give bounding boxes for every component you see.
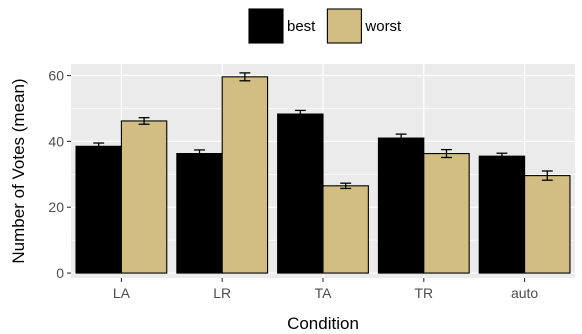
y-tick-label: 60 [48, 68, 64, 84]
y-tick-label: 20 [48, 199, 64, 215]
legend-key-best [248, 8, 284, 44]
x-axis-title: Condition [287, 314, 359, 333]
x-tick-label: auto [511, 285, 538, 301]
legend-label-worst: worst [364, 18, 402, 35]
bar-worst [524, 175, 571, 274]
bar-worst [120, 120, 168, 274]
y-axis: 0 20 40 60 [48, 68, 71, 281]
error-bars [93, 72, 553, 190]
y-tick-label: 40 [48, 133, 64, 149]
x-axis: LA LR TA TR auto [113, 278, 538, 301]
bar-best [176, 153, 223, 274]
x-tick-label: TA [315, 285, 333, 301]
y-axis-title: Number of Votes (mean) [9, 78, 28, 263]
bar-best [75, 145, 122, 274]
bar-best [377, 137, 425, 274]
bar-best [277, 113, 324, 274]
bar-best [478, 155, 526, 274]
x-tick-label: LR [213, 285, 231, 301]
bars [75, 76, 571, 274]
y-tick-label: 0 [56, 265, 64, 281]
bar-worst [423, 153, 470, 274]
legend: best worst [248, 8, 402, 44]
legend-key-worst [326, 8, 362, 44]
x-tick-label: TR [414, 285, 433, 301]
x-tick-label: LA [113, 285, 131, 301]
bar-worst [322, 185, 369, 274]
legend-label-best: best [287, 18, 316, 35]
bar-worst [221, 76, 269, 274]
